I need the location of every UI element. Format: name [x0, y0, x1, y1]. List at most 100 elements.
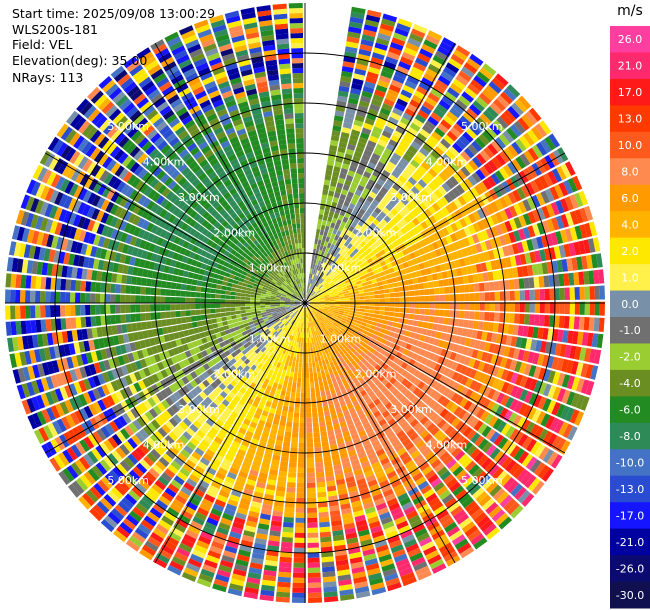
velocity-gate	[285, 322, 290, 327]
velocity-gate	[291, 306, 296, 310]
velocity-gate	[417, 372, 426, 381]
velocity-gate	[363, 443, 373, 451]
velocity-gate	[357, 339, 364, 345]
velocity-gate	[250, 303, 256, 307]
velocity-gate	[372, 126, 383, 135]
velocity-gate	[292, 582, 306, 588]
velocity-gate	[35, 305, 41, 318]
velocity-gate	[278, 379, 284, 385]
velocity-gate	[310, 382, 315, 388]
velocity-gate	[263, 426, 271, 434]
velocity-gate	[328, 404, 335, 411]
velocity-gate	[407, 211, 416, 220]
velocity-gate	[150, 296, 156, 304]
velocity-gate	[361, 34, 376, 42]
velocity-gate	[492, 322, 499, 333]
velocity-gate	[405, 343, 412, 351]
velocity-gate	[146, 437, 157, 448]
velocity-gate	[238, 549, 251, 558]
velocity-gate	[106, 370, 115, 382]
velocity-gate	[231, 351, 238, 358]
velocity-gate	[395, 392, 404, 400]
velocity-gate	[493, 98, 506, 112]
velocity-gate	[446, 555, 461, 567]
velocity-gate	[340, 503, 351, 510]
velocity-gate	[108, 358, 116, 369]
velocity-gate	[92, 431, 103, 444]
velocity-gate	[400, 420, 409, 430]
velocity-gate	[458, 423, 469, 434]
velocity-gate	[422, 124, 433, 135]
velocity-gate	[290, 306, 296, 309]
velocity-gate	[314, 336, 318, 342]
velocity-gate	[296, 387, 301, 393]
velocity-gate	[594, 285, 600, 300]
velocity-gate	[472, 487, 485, 500]
velocity-gate	[258, 369, 264, 376]
velocity-gate	[361, 333, 367, 339]
velocity-gate	[292, 592, 306, 598]
velocity-gate	[284, 338, 289, 344]
velocity-gate	[57, 452, 70, 467]
velocity-gate	[509, 218, 518, 231]
velocity-gate	[88, 363, 97, 376]
velocity-gate	[333, 348, 339, 355]
velocity-gate	[280, 336, 285, 342]
velocity-gate	[308, 288, 311, 294]
velocity-gate	[104, 515, 118, 529]
velocity-gate	[333, 120, 343, 127]
velocity-gate	[297, 467, 306, 473]
velocity-gate	[316, 282, 320, 287]
velocity-gate	[445, 164, 456, 175]
velocity-gate	[369, 306, 375, 310]
velocity-gate	[318, 350, 323, 356]
velocity-gate	[328, 321, 333, 326]
velocity-gate	[283, 354, 288, 360]
velocity-gate	[249, 505, 261, 514]
velocity-gate	[393, 372, 401, 380]
velocity-gate	[233, 516, 246, 525]
velocity-gate	[286, 316, 291, 321]
velocity-gate	[410, 141, 421, 151]
velocity-gate	[361, 175, 369, 183]
velocity-gate	[486, 332, 493, 342]
velocity-gate	[260, 365, 267, 372]
velocity-gate	[185, 529, 199, 540]
velocity-gate	[308, 295, 312, 300]
velocity-gate	[141, 495, 155, 507]
velocity-gate	[76, 424, 87, 438]
velocity-gate	[403, 313, 410, 319]
velocity-gate	[425, 329, 433, 337]
velocity-gate	[239, 410, 247, 418]
velocity-gate	[377, 79, 390, 89]
velocity-gate	[350, 459, 360, 467]
velocity-gate	[405, 149, 416, 159]
velocity-gate	[584, 222, 593, 238]
velocity-gate	[421, 342, 429, 350]
velocity-gate	[380, 386, 388, 394]
velocity-gate	[552, 329, 559, 342]
velocity-gate	[359, 227, 366, 234]
velocity-gate	[228, 323, 234, 329]
velocity-gate	[278, 322, 284, 328]
velocity-gate	[307, 507, 317, 513]
velocity-gate	[549, 288, 555, 301]
velocity-gate	[359, 43, 373, 52]
velocity-gate	[467, 529, 482, 542]
velocity-gate	[47, 422, 58, 437]
velocity-gate	[425, 68, 439, 79]
velocity-gate	[505, 396, 515, 409]
velocity-gate	[444, 302, 450, 310]
velocity-gate	[259, 467, 269, 474]
velocity-gate	[541, 262, 549, 275]
velocity-gate	[453, 49, 468, 61]
velocity-gate	[517, 349, 525, 361]
velocity-gate	[277, 321, 283, 326]
velocity-gate	[464, 87, 478, 99]
velocity-gate	[441, 227, 450, 237]
velocity-gate	[348, 449, 357, 457]
velocity-gate	[402, 153, 413, 163]
velocity-gate	[311, 268, 314, 274]
velocity-gate	[516, 241, 525, 254]
velocity-gate	[455, 363, 464, 373]
